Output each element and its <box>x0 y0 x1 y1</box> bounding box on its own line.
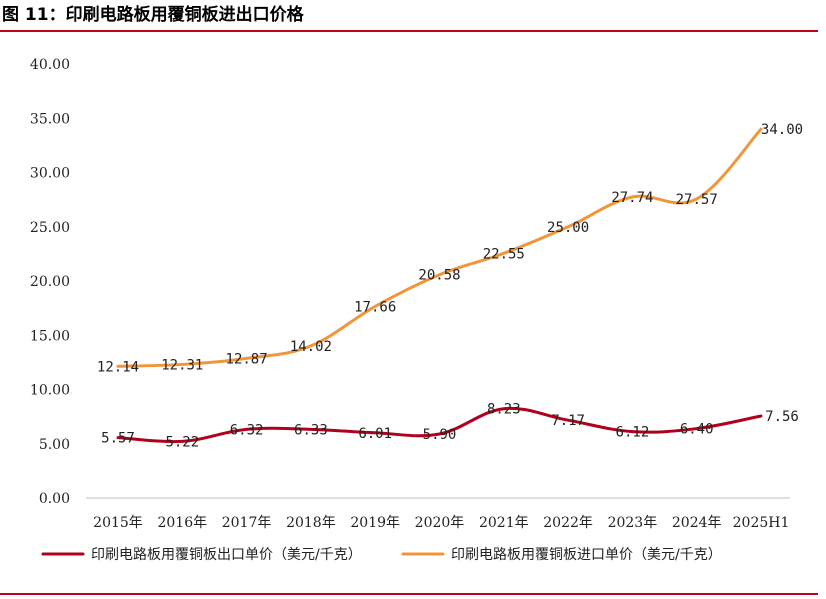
data-label: 22.55 <box>483 246 525 262</box>
y-tick-label: 10.00 <box>30 383 70 399</box>
x-tick-label: 2015年 <box>93 515 143 531</box>
x-tick-label: 2019年 <box>350 515 400 531</box>
import-price-line <box>116 127 763 368</box>
data-label: 6.12 <box>616 425 650 441</box>
data-label: 5.22 <box>165 434 199 450</box>
data-label: 12.14 <box>97 359 139 375</box>
data-label: 20.58 <box>418 268 460 284</box>
data-label: 6.33 <box>294 422 328 438</box>
x-tick-label: 2022年 <box>543 515 593 531</box>
data-label: 7.56 <box>765 409 799 425</box>
y-tick-label: 35.00 <box>30 111 70 127</box>
top-rule <box>0 30 818 32</box>
data-label: 7.17 <box>551 413 585 429</box>
data-label: 6.40 <box>680 422 714 438</box>
data-label: 12.31 <box>161 357 203 373</box>
legend: 印刷电路板用覆铜板出口单价（美元/千克） 印刷电路板用覆铜板进口单价（美元/千克） <box>41 547 722 563</box>
x-tick-label: 2024年 <box>672 515 722 531</box>
y-tick-label: 0.00 <box>39 491 70 507</box>
y-tick-label: 20.00 <box>30 274 70 290</box>
data-label: 27.74 <box>611 190 653 206</box>
data-label: 25.00 <box>547 220 589 236</box>
data-label: 27.57 <box>676 192 718 208</box>
data-label: 5.90 <box>423 427 457 443</box>
data-label: 6.01 <box>358 426 392 442</box>
data-label: 34.00 <box>761 122 803 138</box>
y-tick-label: 5.00 <box>39 437 70 453</box>
x-tick-label: 2020年 <box>415 515 465 531</box>
data-label: 12.87 <box>226 351 268 367</box>
data-label: 14.02 <box>290 339 332 355</box>
x-tick-label: 2021年 <box>479 515 529 531</box>
legend-label-export: 印刷电路板用覆铜板出口单价（美元/千克） <box>91 547 362 563</box>
legend-label-import: 印刷电路板用覆铜板进口单价（美元/千克） <box>451 547 722 563</box>
x-tick-label: 2025H1 <box>733 515 790 531</box>
data-label: 6.32 <box>230 422 264 438</box>
data-label-layer: 5.57 5.22 6.32 6.33 6.01 5.90 8.23 7.17 6.12 6.40… <box>97 122 803 450</box>
data-label: 5.57 <box>101 431 135 447</box>
y-tick-label: 30.00 <box>30 166 70 182</box>
y-tick-label: 40.00 <box>30 57 70 73</box>
y-tick-label: 25.00 <box>30 220 70 236</box>
bottom-rule <box>0 593 818 595</box>
x-tick-label: 2016年 <box>157 515 207 531</box>
data-label: 17.66 <box>354 299 396 315</box>
y-tick-label: 15.00 <box>30 328 70 344</box>
x-tick-label: 2023年 <box>608 515 658 531</box>
axis-layer: 0.00 5.00 10.00 15.00 20.00 25.00 30.00 35.00 40… <box>30 57 790 531</box>
data-label: 8.23 <box>487 402 521 418</box>
export-price-line <box>116 406 763 444</box>
figure-title: 图 11：印刷电路板用覆铜板进出口价格 <box>2 5 304 25</box>
series-layer <box>116 127 763 444</box>
x-tick-label: 2017年 <box>222 515 272 531</box>
x-tick-label: 2018年 <box>286 515 336 531</box>
